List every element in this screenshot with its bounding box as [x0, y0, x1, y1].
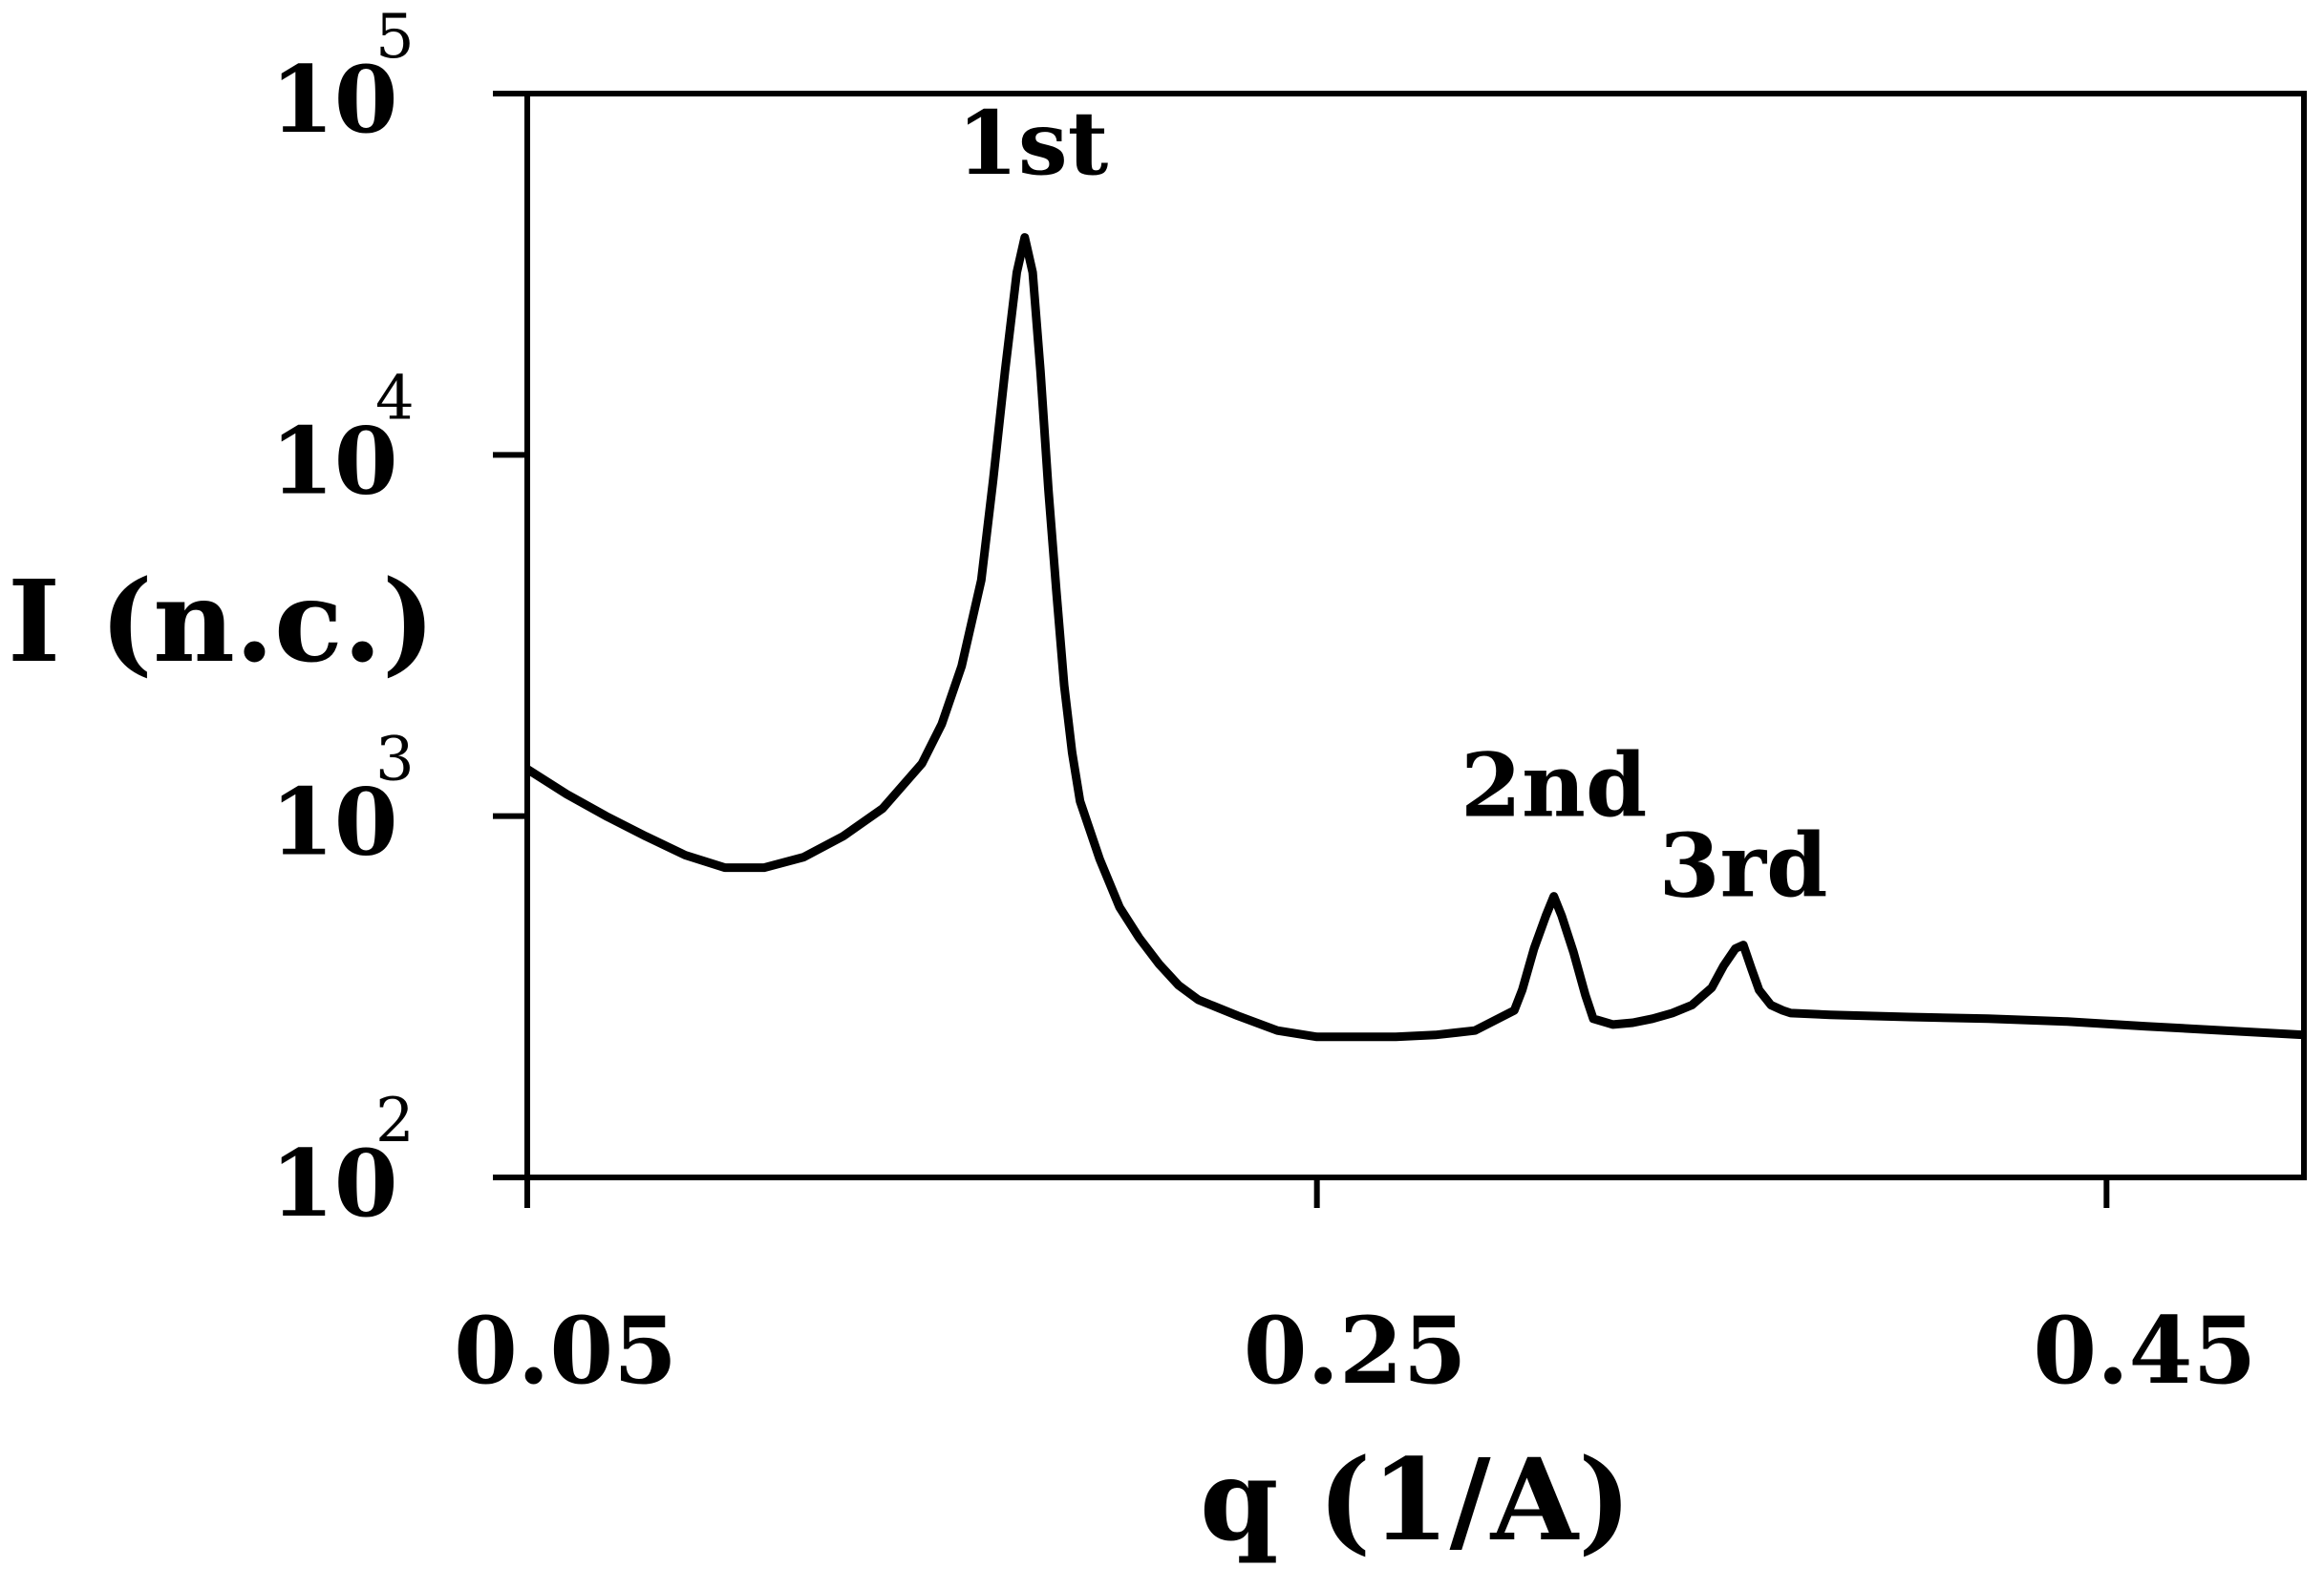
- plot-frame: [524, 91, 2307, 1180]
- x-tick-label-1: 0.25: [1244, 1297, 1467, 1405]
- y-tick-label-0: 102: [270, 1086, 415, 1238]
- y-tick-label-base: 10: [270, 46, 398, 154]
- axis-ticks: [493, 91, 2110, 1208]
- y-tick-label-2: 104: [270, 363, 415, 515]
- y-tick-label-exponent: 2: [375, 1086, 415, 1156]
- y-axis-title: I (n.c.): [8, 555, 436, 688]
- y-tick-label-base: 10: [270, 407, 398, 515]
- y-tick-label-3: 105: [270, 2, 415, 154]
- peak-label-2: 3rd: [1659, 815, 1828, 918]
- peak-label-0: 1st: [957, 92, 1109, 195]
- y-tick-label-exponent: 4: [375, 363, 415, 434]
- y-tick-label-exponent: 3: [375, 725, 415, 795]
- y-tick-label-base: 10: [270, 1130, 398, 1238]
- y-tick-label-base: 10: [270, 769, 398, 877]
- x-tick-label-2: 0.45: [2033, 1297, 2256, 1405]
- y-tick-label-1: 103: [270, 725, 415, 877]
- x-tick-label-0: 0.05: [454, 1297, 677, 1405]
- x-axis-title: q (1/A): [1200, 1433, 1631, 1566]
- series-line: [524, 233, 2305, 1042]
- y-tick-label-exponent: 5: [375, 2, 415, 73]
- peak-label-1: 2nd: [1460, 734, 1647, 837]
